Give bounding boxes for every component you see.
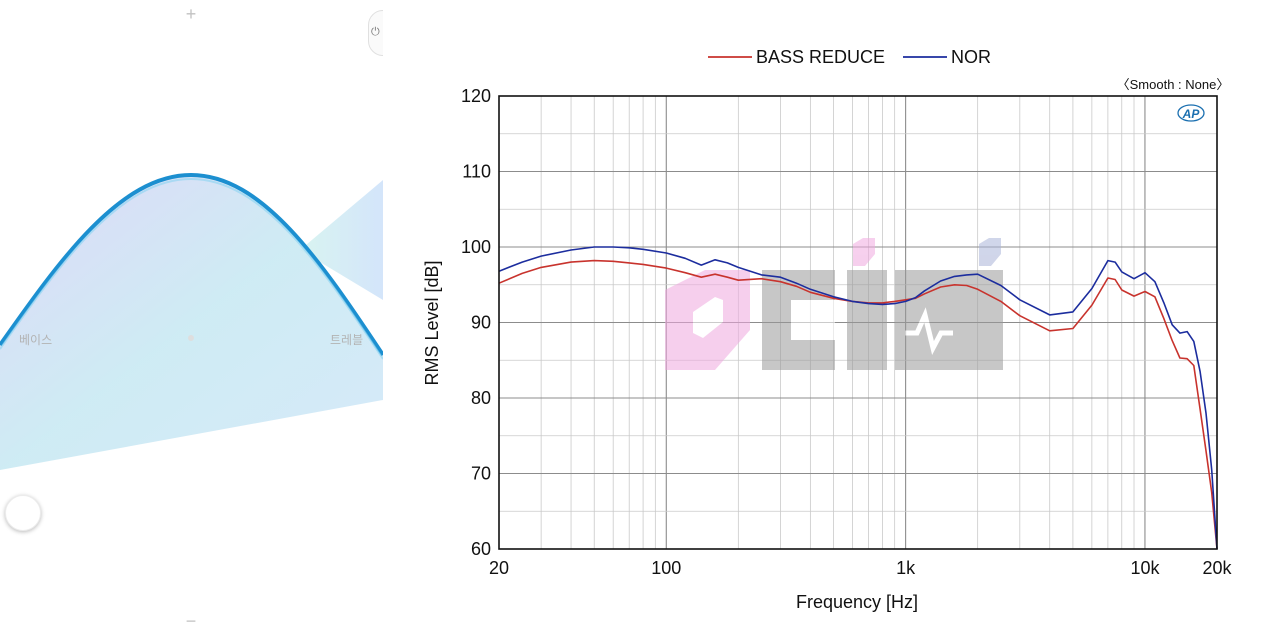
series-line-bass-reduce — [498, 259, 1218, 550]
badge-text: AP — [1182, 107, 1201, 121]
eq-curve-line — [0, 172, 383, 357]
watermark-letter — [895, 270, 995, 370]
watermark-letter — [847, 270, 887, 370]
y-tick-label: 120 — [461, 86, 491, 106]
power-icon[interactable]: ⏻ — [371, 26, 380, 38]
y-tick-label: 90 — [471, 313, 491, 333]
legend-label: NOR — [951, 47, 991, 67]
eq-curve-graphic — [0, 172, 383, 470]
watermark-dot — [979, 238, 1001, 266]
y-tick-label: 60 — [471, 539, 491, 559]
frequency-response-chart: BASS REDUCE NOR 〈Smooth : None〉 AP 60 70 80… — [422, 47, 1233, 612]
y-tick-label: 110 — [462, 162, 491, 182]
chart-legend: BASS REDUCE NOR — [708, 47, 991, 67]
x-tick-label: 20k — [1202, 558, 1232, 578]
y-axis-label: RMS Level [dB] — [422, 260, 442, 385]
eq-main-fill — [0, 175, 383, 470]
watermark-letter — [791, 300, 835, 340]
cimi-watermark — [665, 238, 1003, 370]
x-axis-label: Frequency [Hz] — [796, 592, 918, 612]
badge-ring — [1177, 104, 1205, 122]
x-tick-label: 20 — [489, 558, 509, 578]
plot-frame — [498, 95, 1218, 550]
x-tick-label: 10k — [1130, 558, 1160, 578]
watermark-letter — [987, 270, 1003, 370]
eq-plus-icon[interactable]: + — [185, 4, 197, 24]
y-tick-label: 70 — [471, 464, 491, 484]
y-tick-label: 80 — [471, 388, 491, 408]
y-tick-label: 100 — [461, 237, 491, 257]
x-axis-ticks: 20 100 1k 10k 20k — [489, 558, 1233, 578]
eq-bass-label: 베이스 — [19, 333, 53, 347]
legend-label: BASS REDUCE — [756, 47, 885, 67]
eq-center-dot — [188, 335, 194, 341]
eq-minus-icon[interactable]: − — [185, 611, 197, 631]
y-axis-ticks: 60 70 80 90 100 110 120 — [461, 86, 491, 559]
eq-panel: + − 베이스 트레블 ⏻ — [0, 0, 383, 635]
series-line-nor — [498, 246, 1218, 550]
ap-badge-icon: AP — [1177, 104, 1205, 122]
eq-slider-knob[interactable] — [5, 495, 41, 531]
watermark-shape — [693, 297, 723, 338]
watermark-dot — [853, 238, 875, 266]
smoothing-annotation: 〈Smooth : None〉 — [1117, 77, 1230, 92]
eq-right-fill — [300, 180, 383, 300]
chart-series — [498, 246, 1218, 550]
x-tick-label: 100 — [651, 558, 681, 578]
x-tick-label: 1k — [896, 558, 916, 578]
eq-treble-label: 트레블 — [330, 333, 364, 347]
watermark-pulse — [905, 307, 953, 355]
chart-grid — [499, 96, 1217, 549]
